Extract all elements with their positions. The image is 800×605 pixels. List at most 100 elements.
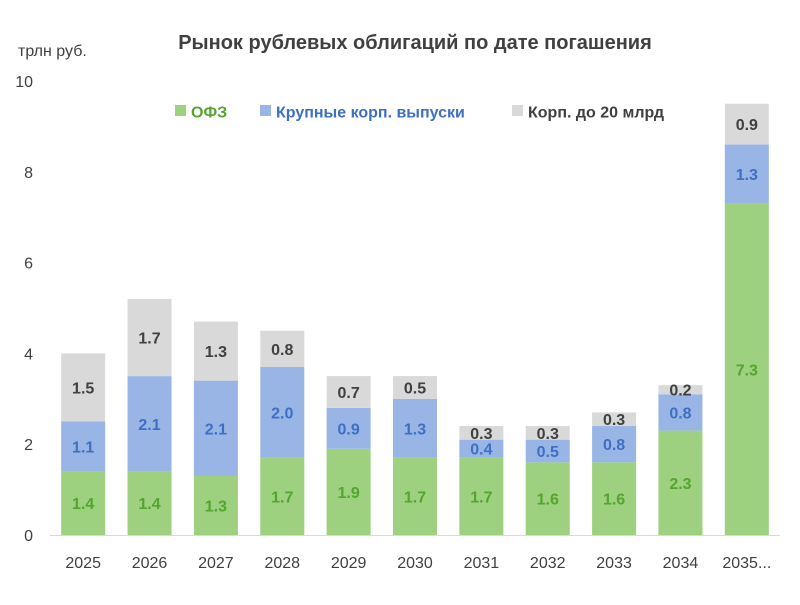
bar-stack-2035: 7.3 1.3 0.9 <box>724 103 769 535</box>
y-tick-label: 2 <box>24 437 33 454</box>
data-label: 1.3 <box>736 167 758 184</box>
data-label: 1.6 <box>603 492 625 509</box>
data-label: 1.7 <box>470 489 492 506</box>
bar-segment <box>724 144 769 204</box>
bar-segment <box>525 426 570 440</box>
bar-segment <box>260 330 305 368</box>
data-label: 0.3 <box>603 412 625 429</box>
bar-segment <box>724 203 769 535</box>
x-tick-label: 2026 <box>132 555 168 572</box>
bar-segment <box>393 457 437 535</box>
bar-segment <box>592 412 637 427</box>
data-label: 0.8 <box>603 437 625 454</box>
x-tick-label: 2031 <box>464 555 500 572</box>
data-label: 0.3 <box>537 426 559 443</box>
data-label: 1.5 <box>72 380 94 397</box>
y-tick-label: 10 <box>15 74 33 91</box>
bar-segment <box>459 426 504 440</box>
x-tick-label: 2034 <box>663 555 699 572</box>
bar-segment <box>393 398 437 458</box>
data-label: 0.2 <box>669 383 691 400</box>
bar-stack-2029: 1.9 0.9 0.7 <box>326 376 371 535</box>
data-label: 7.3 <box>736 362 758 379</box>
bar-stack-2033: 1.6 0.8 0.3 <box>592 412 637 535</box>
x-tick-label: 2033 <box>596 555 632 572</box>
bar-segment <box>61 353 106 422</box>
data-label: 2.0 <box>271 405 293 422</box>
bar-stack-2027: 1.3 2.1 1.3 <box>193 321 238 535</box>
data-label: 1.7 <box>138 331 160 348</box>
data-label: 0.8 <box>669 405 691 422</box>
bar-stack-2032: 1.6 0.50.3 <box>525 426 570 535</box>
data-label: 1.3 <box>205 498 227 515</box>
bar-segment <box>260 457 305 535</box>
bar-segment <box>260 367 305 458</box>
data-label: 1.9 <box>338 485 360 502</box>
y-tick-label: 8 <box>24 165 33 182</box>
data-label: 0.8 <box>271 342 293 359</box>
bar-segment <box>326 407 371 449</box>
bar-segment <box>193 475 238 535</box>
legend-label: Корп. до 20 млрд <box>528 105 664 122</box>
data-label: 1.3 <box>404 421 426 438</box>
bar-segment <box>326 376 371 408</box>
bar-segment <box>459 439 504 458</box>
bars-group: 1.4 1.1 1.5 1.4 2.1 1.7 1.3 2.1 1.3 1.7 2.0 0.8 1.9 0… <box>61 103 769 535</box>
bar-segment <box>724 103 769 145</box>
data-label: 0.9 <box>338 421 360 438</box>
bar-segment <box>127 376 172 472</box>
bar-segment <box>193 321 238 381</box>
data-label: 1.7 <box>404 489 426 506</box>
bar-segment <box>525 439 570 463</box>
data-label: 2.1 <box>205 421 227 438</box>
x-tick-label: 2025 <box>65 555 101 572</box>
bar-segment <box>393 376 437 399</box>
x-axis: 2025 2026 2027 2028 2029 2030 2031 2032 2033 2034… <box>50 535 780 572</box>
bar-stack-2026: 1.4 2.1 1.7 <box>127 298 172 535</box>
bar-segment <box>61 471 106 535</box>
data-label: 0.9 <box>736 117 758 134</box>
legend-swatch <box>512 105 523 116</box>
data-label: 1.7 <box>271 489 293 506</box>
chart-title: Рынок рублевых облигаций по дате погашен… <box>178 32 652 54</box>
x-tick-label: 2032 <box>530 555 566 572</box>
y-tick-label: 4 <box>24 346 33 363</box>
data-label: 0.4 <box>470 442 492 459</box>
data-label: 0.3 <box>470 426 492 443</box>
data-label: 1.6 <box>537 492 559 509</box>
y-axis: 0 2 4 6 8 10 <box>15 74 33 545</box>
data-label: 0.7 <box>338 385 360 402</box>
bar-stack-2028: 1.7 2.0 0.8 <box>260 330 305 535</box>
legend-swatch <box>260 105 271 116</box>
data-label: 2.1 <box>138 417 160 434</box>
legend: ОФЗ Крупные корп. выпуски Корп. до 20 млрд <box>175 105 664 122</box>
bar-segment <box>592 462 637 535</box>
data-label: 2.3 <box>669 476 691 493</box>
x-tick-label: 2030 <box>397 555 433 572</box>
bar-stack-2025: 1.4 1.1 1.5 <box>61 353 106 535</box>
bar-stack-2030: 1.7 1.3 0.5 <box>393 376 437 535</box>
y-tick-label: 6 <box>24 256 33 273</box>
bar-segment <box>326 448 371 535</box>
bar-segment <box>193 380 238 476</box>
y-tick-label: 0 <box>24 528 33 545</box>
bar-stack-2031: 1.7 0.40.3 <box>459 426 504 535</box>
data-label: 1.3 <box>205 344 227 361</box>
bar-segment <box>592 426 637 463</box>
data-label: 1.4 <box>138 496 160 513</box>
bar-segment <box>61 421 106 472</box>
data-label: 0.5 <box>537 444 559 461</box>
x-tick-label: 2029 <box>331 555 367 572</box>
bar-segment <box>525 462 570 535</box>
x-tick-label: 2027 <box>198 555 234 572</box>
bar-segment <box>127 471 172 535</box>
x-tick-label: 2035... <box>722 555 771 572</box>
y-unit-label: трлн руб. <box>18 43 87 60</box>
data-label: 1.1 <box>72 439 94 456</box>
bar-segment <box>658 385 703 395</box>
bar-segment <box>658 430 703 535</box>
bar-segment <box>459 457 504 535</box>
data-label: 1.4 <box>72 496 94 513</box>
